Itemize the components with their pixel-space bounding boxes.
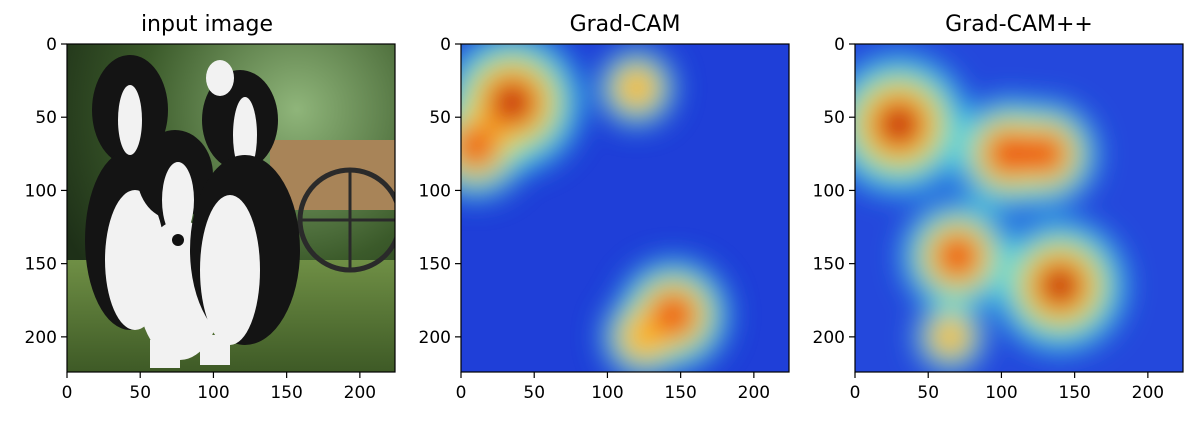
y-tick-label: 0	[834, 35, 845, 55]
x-tick-label: 100	[985, 383, 1017, 403]
x-tick-label: 200	[738, 383, 770, 403]
grad-cam-pp-blobs	[855, 54, 1127, 372]
heat-hot	[461, 128, 494, 165]
y-tick-label: 150	[813, 255, 845, 275]
y-tick-label: 150	[419, 255, 451, 275]
y-tick-label: 50	[429, 108, 451, 128]
x-tick-label: 0	[456, 383, 467, 403]
x-ticks: 0 50 100 150 200	[850, 372, 1164, 403]
y-tick-label: 100	[25, 181, 57, 201]
y-ticks: 0 50 100 150 200	[419, 35, 461, 348]
input-image-axes: 0 50 100 150 200 0 50 100 150 200	[25, 35, 396, 403]
x-tick-label: 50	[129, 383, 151, 403]
x-tick-label: 150	[1058, 383, 1090, 403]
x-ticks: 0 50 100 150 200	[456, 372, 770, 403]
y-ticks: 0 50 100 150 200	[25, 35, 67, 348]
y-tick-label: 50	[35, 108, 57, 128]
x-tick-label: 150	[270, 383, 302, 403]
grad-cam-heatmap	[461, 44, 789, 372]
y-tick-label: 200	[419, 328, 451, 348]
heat-hot	[654, 295, 693, 335]
x-tick-label: 0	[850, 383, 861, 403]
y-tick-label: 200	[25, 328, 57, 348]
x-tick-label: 100	[591, 383, 623, 403]
axes-frame	[66, 43, 396, 373]
y-tick-label: 0	[46, 35, 57, 55]
y-tick-label: 100	[813, 181, 845, 201]
panel-title-grad-cam-pp: Grad-CAM++	[945, 12, 1093, 37]
x-tick-label: 100	[197, 383, 229, 403]
x-tick-label: 50	[917, 383, 939, 403]
y-tick-label: 200	[813, 328, 845, 348]
heat-warm	[616, 68, 657, 108]
x-tick-label: 200	[344, 383, 376, 403]
panel-input-image: input image	[0, 0, 396, 421]
grad-cam-blobs	[461, 44, 730, 372]
y-tick-label: 100	[419, 181, 451, 201]
panel-title-input-image: input image	[140, 12, 274, 37]
grad-cam-axes: 0 50 100 150 200 0 50 100 150 200	[419, 35, 790, 403]
panel-grad-cam-pp: Grad-CAM++ 0 50 100 150 200 0 50 100 150 200	[788, 0, 1184, 421]
heat-hot	[1027, 135, 1064, 172]
y-tick-label: 50	[823, 108, 845, 128]
heat-warm	[622, 315, 666, 359]
x-tick-label: 150	[664, 383, 696, 403]
panel-grad-cam: Grad-CAM 0 50 100 150 200 0 50 100 150 200	[394, 0, 790, 421]
y-tick-label: 0	[440, 35, 451, 55]
y-ticks: 0 50 100 150 200	[813, 35, 855, 348]
heat-warm	[932, 318, 969, 355]
x-tick-label: 50	[523, 383, 545, 403]
panel-title-grad-cam: Grad-CAM	[569, 12, 681, 37]
heat-hot	[989, 134, 1028, 174]
x-tick-label: 200	[1132, 383, 1164, 403]
axes-frame	[460, 43, 790, 373]
heat-hot	[938, 237, 977, 276]
x-ticks: 0 50 100 150 200	[62, 372, 376, 403]
grad-cam-pp-heatmap	[855, 44, 1183, 372]
heat-peak	[886, 112, 911, 137]
heat-peak	[1048, 273, 1072, 298]
x-tick-label: 0	[62, 383, 73, 403]
input-photo	[67, 44, 395, 372]
y-tick-label: 150	[25, 255, 57, 275]
grad-cam-pp-axes: 0 50 100 150 200 0 50 100 150 200	[813, 35, 1184, 403]
heat-peak	[500, 90, 525, 115]
axes-frame	[854, 43, 1184, 373]
